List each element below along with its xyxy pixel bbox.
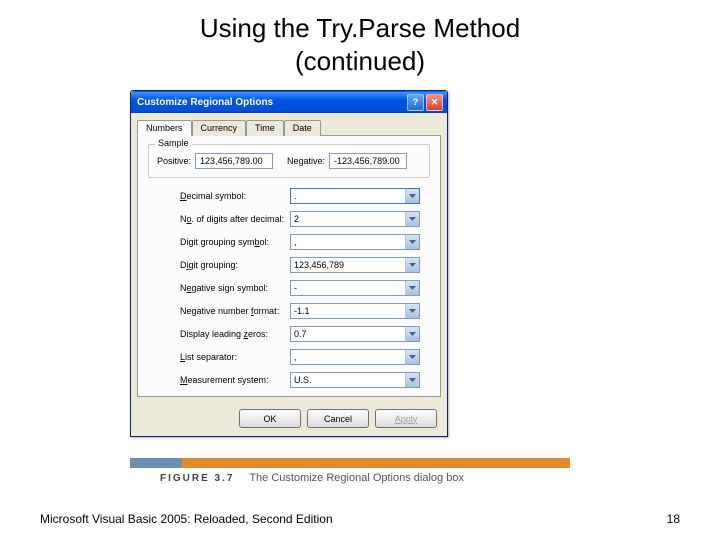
sample-row: Positive: 123,456,789.00 Negative: -123,… xyxy=(157,153,421,169)
tab-numbers[interactable]: Numbers xyxy=(137,120,192,136)
slide-title: Using the Try.Parse Method (continued) xyxy=(0,0,720,77)
ok-button[interactable]: OK xyxy=(239,409,301,428)
positive-sample: 123,456,789.00 xyxy=(195,153,273,169)
combo-value: , xyxy=(291,350,405,364)
tab-time[interactable]: Time xyxy=(246,120,284,136)
chevron-down-icon[interactable] xyxy=(405,189,419,203)
figure-number: FIGURE 3.7 xyxy=(160,473,234,484)
field-combo[interactable]: U.S. xyxy=(290,372,420,388)
field-combo[interactable]: . xyxy=(290,188,420,204)
regional-options-dialog: Customize Regional Options ? ✕ Numbers C… xyxy=(130,90,448,437)
footer-text: Microsoft Visual Basic 2005: Reloaded, S… xyxy=(40,512,333,526)
field-combo[interactable]: , xyxy=(290,234,420,250)
field-combo[interactable]: , xyxy=(290,349,420,365)
combo-value: U.S. xyxy=(291,373,405,387)
negative-sample: -123,456,789.00 xyxy=(329,153,407,169)
sample-legend: Sample xyxy=(155,138,192,148)
apply-button[interactable]: Apply xyxy=(375,409,437,428)
title-line1: Using the Try.Parse Method xyxy=(200,13,520,43)
field-combo[interactable]: 0.7 xyxy=(290,326,420,342)
dialog-buttons: OK Cancel Apply xyxy=(131,403,447,436)
combo-value: . xyxy=(291,189,405,203)
combo-value: -1.1 xyxy=(291,304,405,318)
field-row: Digit grouping:123,456,789 xyxy=(180,257,430,273)
field-label: Measurement system: xyxy=(180,375,290,385)
chevron-down-icon[interactable] xyxy=(405,235,419,249)
chevron-down-icon[interactable] xyxy=(405,281,419,295)
chevron-down-icon[interactable] xyxy=(405,258,419,272)
fields-list: Decimal symbol:. No. of digits after deci… xyxy=(148,188,430,388)
chevron-down-icon[interactable] xyxy=(405,327,419,341)
combo-value: - xyxy=(291,281,405,295)
cancel-button[interactable]: Cancel xyxy=(307,409,369,428)
figure-bar xyxy=(130,458,570,468)
field-label: Digit grouping: xyxy=(180,260,290,270)
chevron-down-icon[interactable] xyxy=(405,212,419,226)
page-number: 18 xyxy=(667,512,680,526)
field-combo[interactable]: 2 xyxy=(290,211,420,227)
field-label: Display leading zeros: xyxy=(180,329,290,339)
field-row: Measurement system:U.S. xyxy=(180,372,430,388)
field-row: No. of digits after decimal:2 xyxy=(180,211,430,227)
field-label: No. of digits after decimal: xyxy=(180,214,290,224)
figure-caption: FIGURE 3.7 The Customize Regional Option… xyxy=(160,472,464,484)
figure-caption-text: The Customize Regional Options dialog bo… xyxy=(249,472,464,484)
field-row: Digit grouping symbol:, xyxy=(180,234,430,250)
combo-value: , xyxy=(291,235,405,249)
figure-bar-seg2 xyxy=(182,458,570,468)
help-button[interactable]: ? xyxy=(407,94,424,111)
chevron-down-icon[interactable] xyxy=(405,350,419,364)
field-label: Negative sign symbol: xyxy=(180,283,290,293)
field-combo[interactable]: -1.1 xyxy=(290,303,420,319)
figure-bar-seg1 xyxy=(130,458,182,468)
titlebar-text: Customize Regional Options xyxy=(135,97,405,108)
close-button[interactable]: ✕ xyxy=(426,94,443,111)
sample-group: Sample Positive: 123,456,789.00 Negative… xyxy=(148,144,430,178)
tabs: Numbers Currency Time Date xyxy=(137,119,441,135)
field-label: Decimal symbol: xyxy=(180,191,290,201)
tab-panel: Sample Positive: 123,456,789.00 Negative… xyxy=(137,135,441,397)
field-row: Negative sign symbol:- xyxy=(180,280,430,296)
field-row: List separator:, xyxy=(180,349,430,365)
field-combo[interactable]: - xyxy=(290,280,420,296)
chevron-down-icon[interactable] xyxy=(405,373,419,387)
combo-value: 123,456,789 xyxy=(291,258,405,272)
negative-label: Negative: xyxy=(287,156,325,166)
tab-date[interactable]: Date xyxy=(284,120,321,136)
chevron-down-icon[interactable] xyxy=(405,304,419,318)
titlebar[interactable]: Customize Regional Options ? ✕ xyxy=(131,91,447,113)
title-line2: (continued) xyxy=(295,46,425,76)
tab-currency[interactable]: Currency xyxy=(192,120,247,136)
combo-value: 2 xyxy=(291,212,405,226)
field-row: Decimal symbol:. xyxy=(180,188,430,204)
field-row: Display leading zeros:0.7 xyxy=(180,326,430,342)
positive-label: Positive: xyxy=(157,156,191,166)
field-combo[interactable]: 123,456,789 xyxy=(290,257,420,273)
combo-value: 0.7 xyxy=(291,327,405,341)
field-row: Negative number format:-1.1 xyxy=(180,303,430,319)
field-label: List separator: xyxy=(180,352,290,362)
field-label: Negative number format: xyxy=(180,306,290,316)
field-label: Digit grouping symbol: xyxy=(180,237,290,247)
